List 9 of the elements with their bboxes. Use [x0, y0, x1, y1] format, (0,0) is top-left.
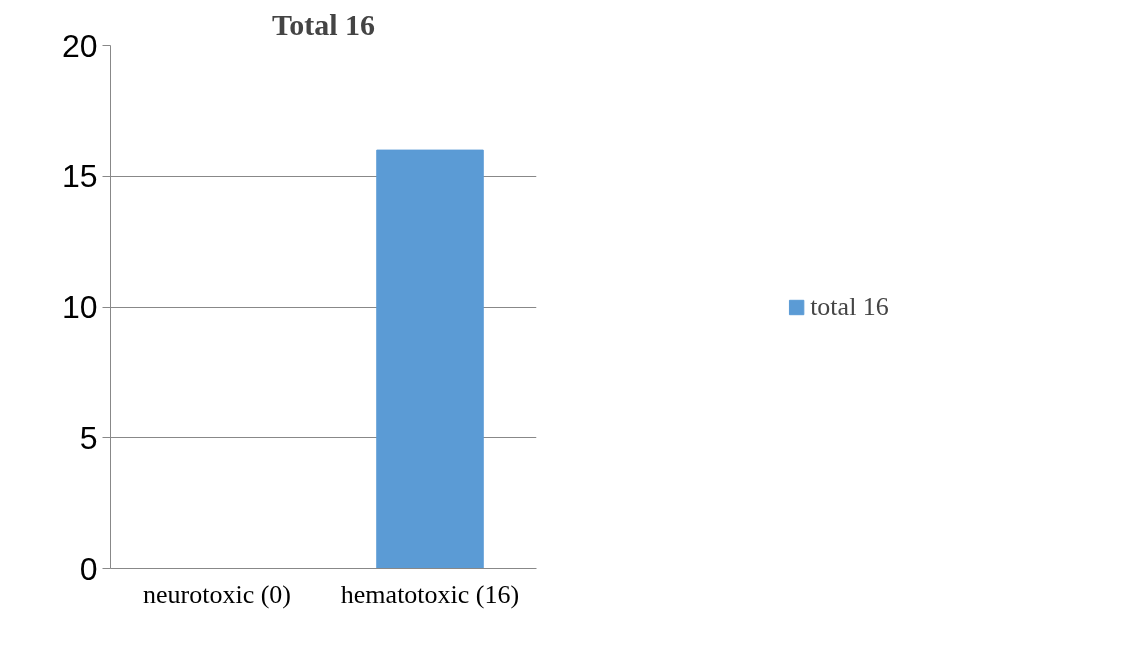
y-tick-label: 20	[61, 27, 98, 64]
y-tick-label: 0	[79, 550, 98, 587]
x-tick-label: hematotoxic (16)	[340, 579, 520, 609]
y-tick-label: 5	[79, 419, 98, 456]
chart-title: Total 16	[271, 7, 376, 41]
legend-label: total 16	[810, 291, 889, 322]
y-tick-label: 10	[61, 289, 98, 325]
x-tick-label: neurotoxic (0)	[143, 579, 292, 609]
y-tick-label: 15	[61, 158, 98, 195]
